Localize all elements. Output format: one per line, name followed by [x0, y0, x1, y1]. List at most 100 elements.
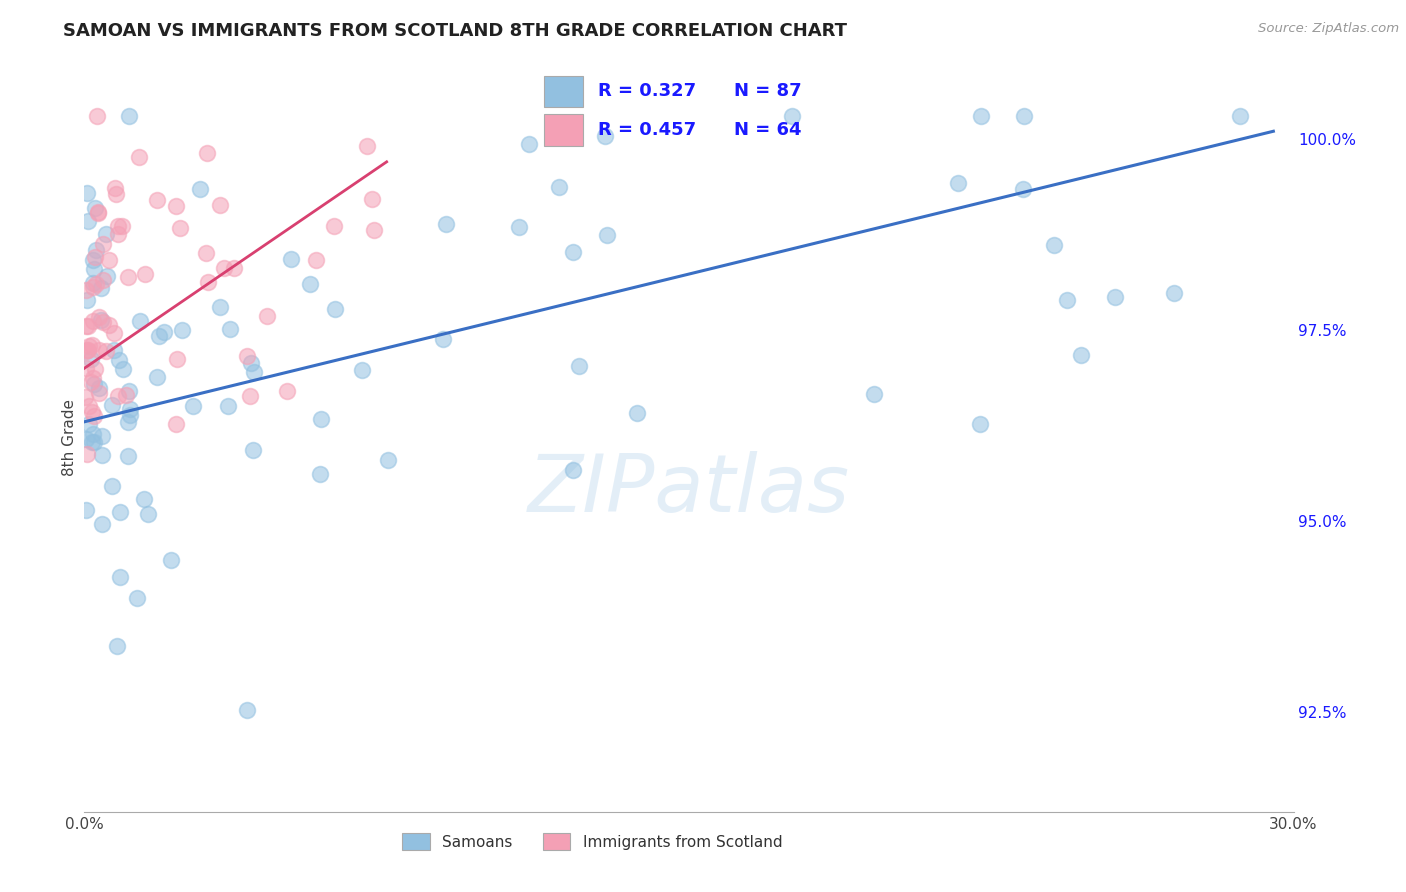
- Point: [568, 359, 591, 373]
- Point: [87, 206, 110, 220]
- Point: [1163, 285, 1185, 300]
- Point: [159, 553, 181, 567]
- Point: [107, 227, 129, 241]
- Point: [80, 405, 103, 419]
- Point: [181, 399, 204, 413]
- Point: [125, 591, 148, 605]
- Point: [82, 427, 104, 442]
- Point: [1011, 182, 1033, 196]
- Point: [91, 517, 114, 532]
- Point: [77, 319, 100, 334]
- Point: [165, 417, 187, 431]
- Point: [222, 261, 245, 276]
- Point: [104, 187, 127, 202]
- Point: [98, 318, 121, 332]
- Point: [145, 370, 167, 384]
- Point: [94, 344, 117, 359]
- Point: [562, 245, 585, 260]
- Point: [236, 349, 259, 363]
- Point: [75, 361, 97, 376]
- Point: [946, 177, 969, 191]
- Point: [120, 401, 142, 416]
- Point: [75, 319, 97, 334]
- Point: [208, 198, 231, 212]
- Point: [93, 273, 115, 287]
- Point: [91, 315, 114, 329]
- Point: [240, 356, 263, 370]
- Point: [83, 362, 105, 376]
- Point: [195, 145, 218, 160]
- Point: [117, 384, 139, 399]
- Point: [87, 381, 110, 395]
- Point: [208, 300, 231, 314]
- Point: [96, 268, 118, 283]
- Point: [104, 181, 127, 195]
- Point: [969, 417, 991, 431]
- Point: [323, 301, 346, 316]
- Point: [111, 219, 134, 234]
- Point: [76, 343, 98, 357]
- Point: [100, 479, 122, 493]
- Point: [75, 344, 97, 359]
- Point: [1056, 293, 1078, 308]
- Point: [98, 252, 121, 267]
- Point: [90, 281, 112, 295]
- Point: [165, 199, 187, 213]
- Point: [508, 220, 530, 235]
- Point: [90, 313, 112, 327]
- Point: [82, 371, 104, 385]
- Point: [110, 570, 132, 584]
- Text: ZIPatlas: ZIPatlas: [527, 450, 851, 529]
- Point: [132, 491, 155, 506]
- Text: Source: ZipAtlas.com: Source: ZipAtlas.com: [1258, 22, 1399, 36]
- Point: [79, 351, 101, 366]
- Point: [1012, 109, 1035, 123]
- Point: [166, 351, 188, 366]
- Point: [128, 151, 150, 165]
- Point: [305, 253, 328, 268]
- Point: [115, 388, 138, 402]
- Point: [1043, 237, 1066, 252]
- Point: [356, 138, 378, 153]
- Point: [77, 339, 100, 353]
- Point: [90, 448, 112, 462]
- Point: [1104, 290, 1126, 304]
- Point: [242, 443, 264, 458]
- Point: [782, 109, 804, 123]
- Point: [377, 453, 399, 467]
- Point: [517, 136, 540, 151]
- Point: [82, 252, 104, 267]
- Point: [103, 343, 125, 357]
- Point: [108, 505, 131, 519]
- Point: [96, 227, 118, 241]
- Point: [77, 343, 100, 357]
- Point: [107, 639, 129, 653]
- Point: [309, 412, 332, 426]
- Point: [82, 338, 104, 352]
- Point: [75, 390, 97, 404]
- Point: [80, 375, 103, 389]
- Point: [434, 217, 457, 231]
- Point: [363, 223, 385, 237]
- Point: [76, 186, 98, 200]
- Point: [118, 109, 141, 123]
- Point: [298, 277, 321, 292]
- Point: [169, 220, 191, 235]
- Point: [76, 214, 98, 228]
- Point: [280, 252, 302, 267]
- Point: [108, 352, 131, 367]
- Point: [75, 503, 97, 517]
- Point: [93, 236, 115, 251]
- Point: [101, 398, 124, 412]
- Point: [107, 389, 129, 403]
- Point: [236, 703, 259, 717]
- Point: [153, 325, 176, 339]
- Point: [562, 463, 585, 477]
- Point: [432, 332, 454, 346]
- Point: [84, 244, 107, 258]
- Point: [1229, 109, 1251, 123]
- Point: [148, 329, 170, 343]
- Point: [82, 280, 104, 294]
- Point: [596, 228, 619, 243]
- Point: [83, 409, 105, 424]
